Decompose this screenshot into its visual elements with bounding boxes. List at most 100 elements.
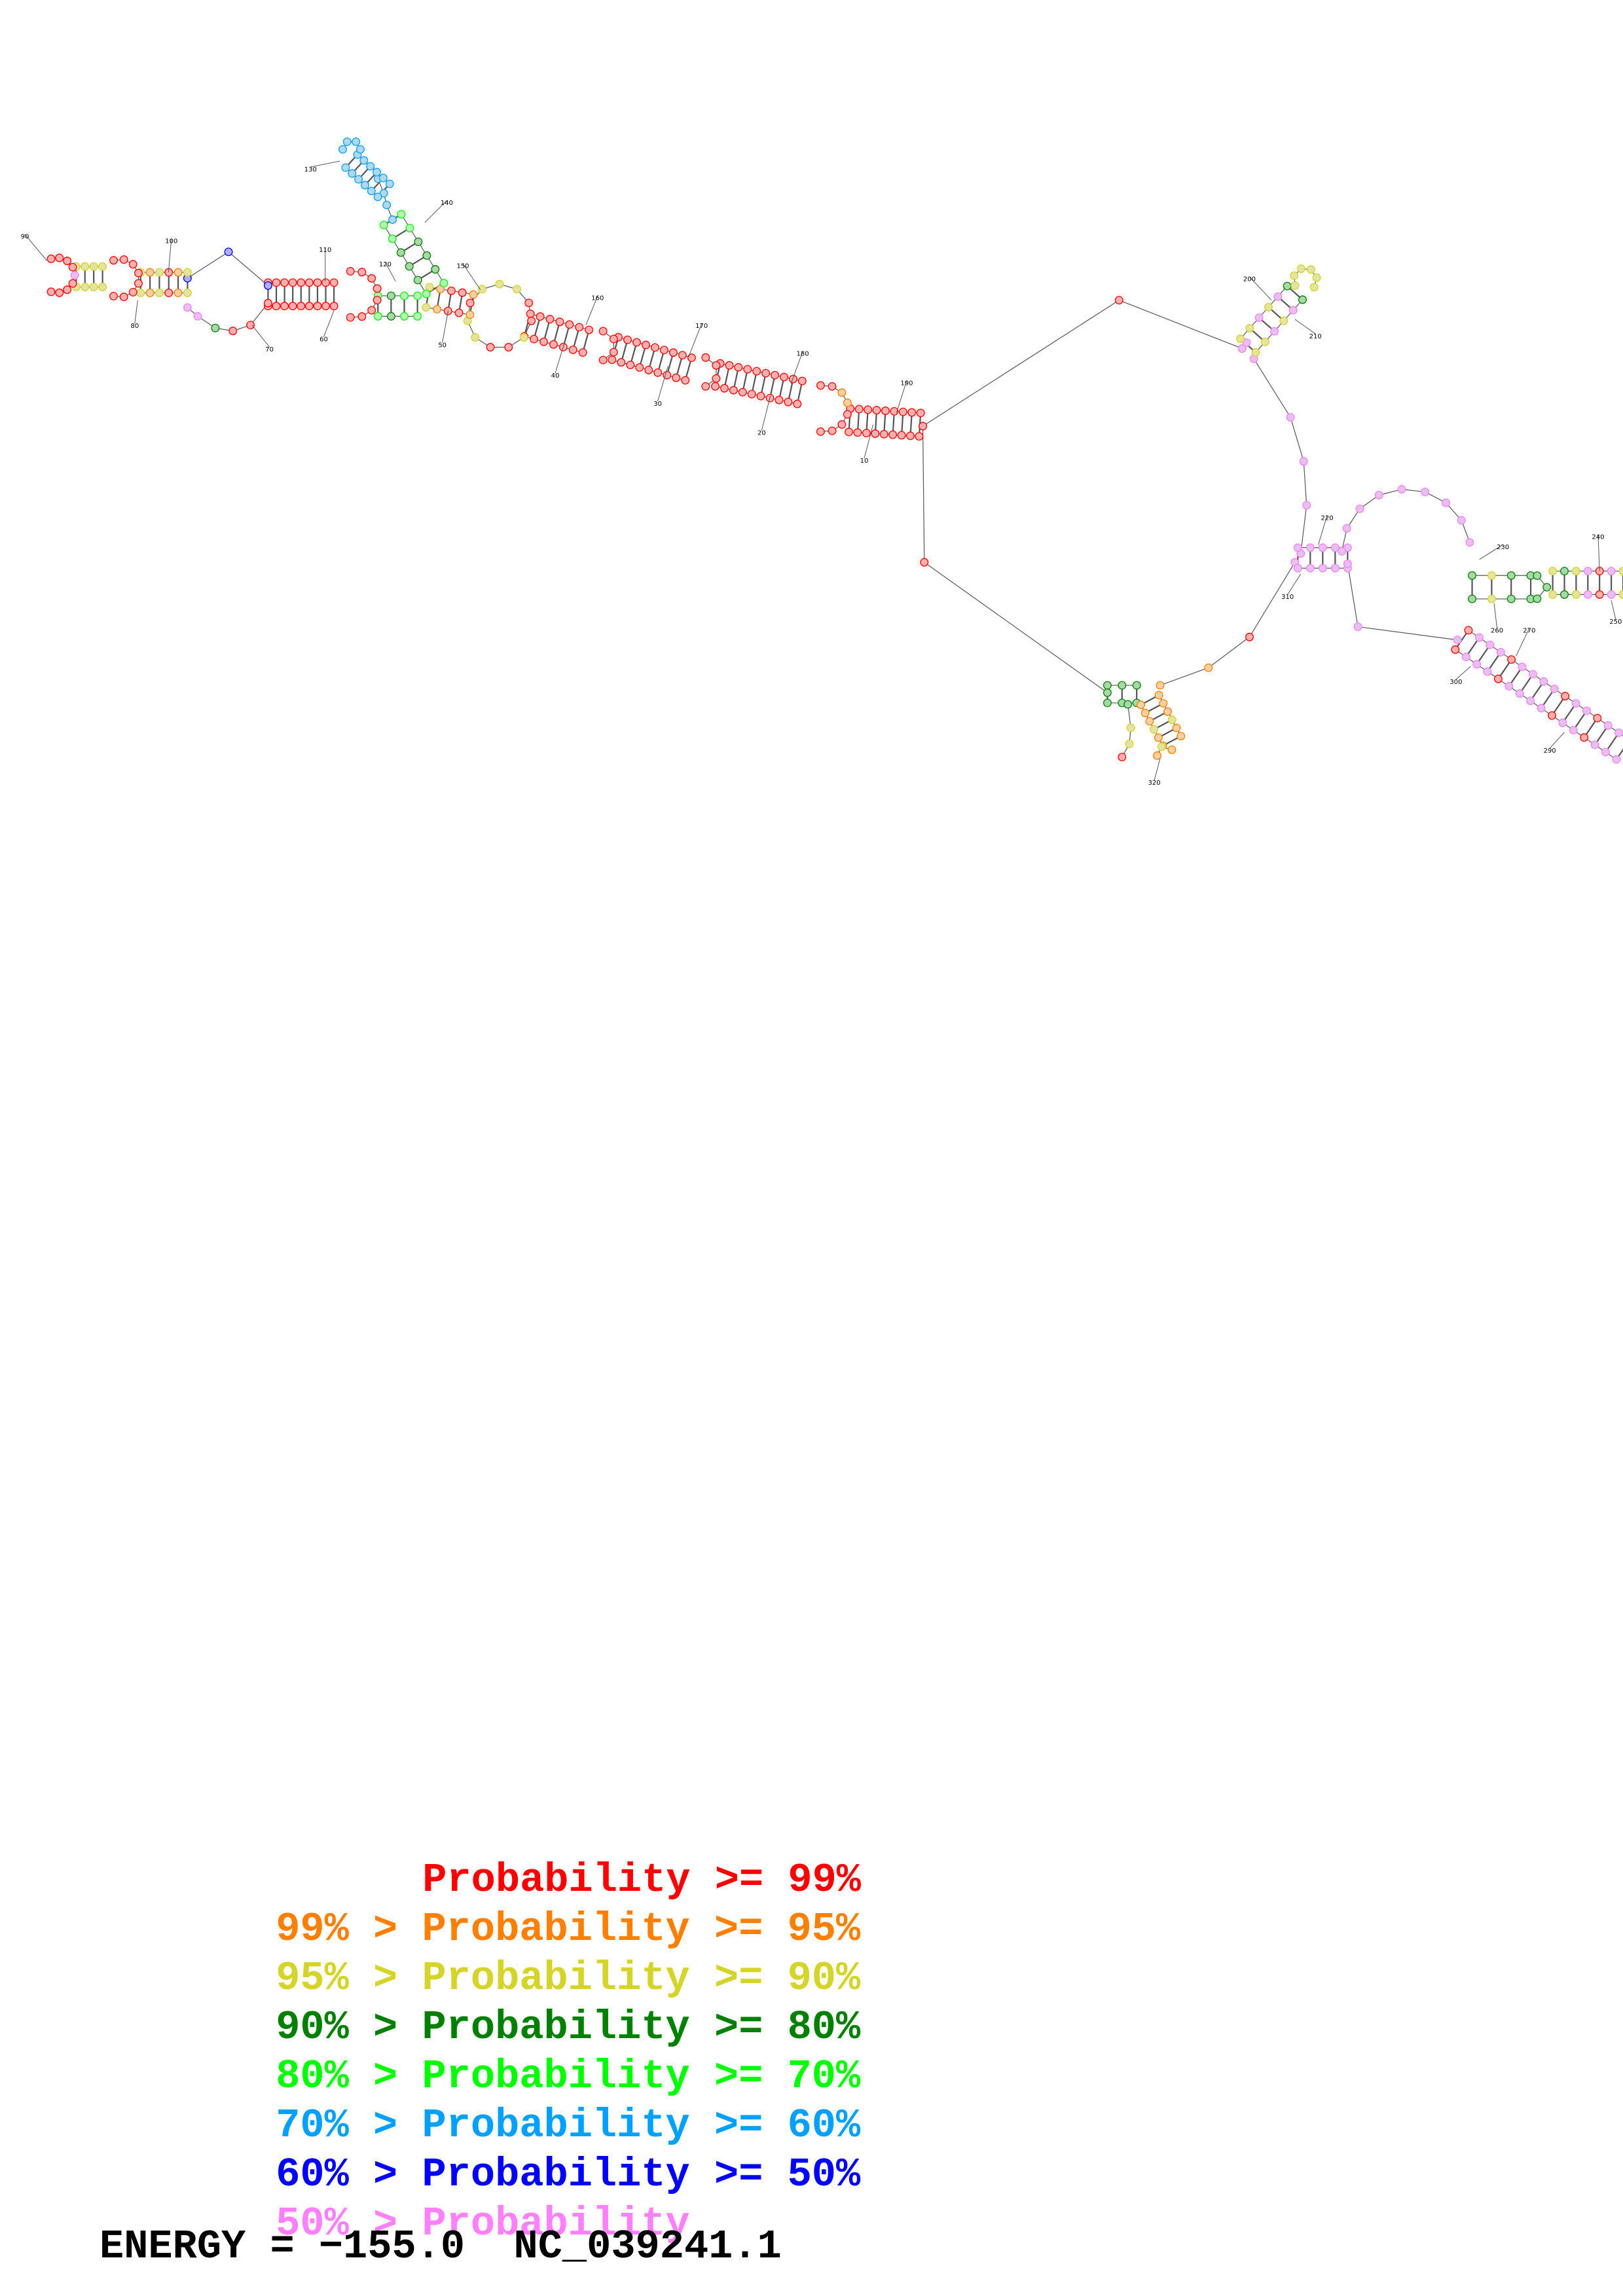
nucleotide bbox=[135, 269, 143, 277]
nucleotide bbox=[730, 386, 738, 394]
nucleotide bbox=[546, 315, 554, 323]
tick bbox=[1456, 666, 1470, 679]
nucleotide bbox=[725, 361, 733, 369]
nucleotide bbox=[882, 407, 890, 415]
nucleotide bbox=[702, 353, 710, 361]
legend-row-95: 99% > Probability >= 95% bbox=[100, 1869, 885, 1909]
nucleotide bbox=[1133, 681, 1140, 689]
nucleotide bbox=[1280, 317, 1288, 325]
backbone-segment bbox=[923, 300, 1120, 426]
nucleotide bbox=[1125, 740, 1133, 748]
position-label: 200 bbox=[1243, 276, 1256, 283]
nucleotide bbox=[838, 421, 846, 429]
nucleotide bbox=[374, 193, 382, 201]
nucleotide bbox=[610, 335, 617, 343]
nucleotide bbox=[1540, 677, 1548, 685]
nucleotide bbox=[306, 279, 314, 287]
nucleotide bbox=[790, 375, 797, 383]
nucleotide bbox=[368, 275, 376, 283]
nucleotide bbox=[1375, 492, 1383, 499]
nucleotide bbox=[889, 431, 897, 439]
nucleotide bbox=[505, 344, 513, 351]
nucleotide bbox=[1529, 670, 1537, 678]
nucleotide bbox=[1274, 293, 1282, 300]
position-label: 150 bbox=[456, 262, 469, 270]
nucleotide bbox=[405, 262, 413, 270]
nucleotide bbox=[1261, 338, 1269, 346]
nucleotide bbox=[1495, 675, 1503, 683]
nucleotide bbox=[184, 268, 192, 276]
nucleotide bbox=[1421, 488, 1429, 496]
position-label: 190 bbox=[900, 380, 913, 387]
nucleotide bbox=[627, 361, 634, 369]
position-labels: 1020304050607080901001101201301401501601… bbox=[21, 166, 1622, 787]
nucleotide bbox=[799, 377, 807, 385]
nucleotide bbox=[272, 279, 280, 287]
nucleotide bbox=[670, 349, 678, 357]
nucleotide bbox=[358, 268, 366, 276]
nucleotide bbox=[1607, 567, 1615, 575]
legend-row-80: 90% > Probability >= 80% bbox=[100, 1967, 885, 2007]
position-label: 20 bbox=[757, 429, 766, 437]
nucleotide bbox=[1252, 349, 1260, 357]
nucleotide bbox=[525, 299, 533, 307]
nucleotide bbox=[1307, 564, 1315, 572]
nucleotide bbox=[129, 260, 137, 268]
nucleotide bbox=[1507, 571, 1515, 579]
nucleotide bbox=[423, 252, 431, 260]
nucleotide bbox=[135, 279, 143, 287]
nucleotide bbox=[1124, 700, 1132, 708]
nucleotide bbox=[1533, 595, 1541, 603]
nucleotide bbox=[401, 312, 409, 320]
nucleotide bbox=[422, 304, 430, 312]
nucleotide bbox=[702, 383, 710, 391]
nucleotide bbox=[528, 317, 536, 325]
nucleotide bbox=[368, 306, 376, 314]
nucleotide bbox=[314, 279, 321, 287]
nucleotide bbox=[1118, 681, 1126, 689]
nucleotide bbox=[380, 221, 388, 229]
nucleotide bbox=[688, 354, 696, 362]
nucleotide bbox=[1488, 595, 1496, 603]
tick bbox=[1611, 600, 1616, 619]
nucleotide bbox=[1289, 306, 1297, 314]
position-label: 110 bbox=[319, 247, 331, 254]
nucleotide bbox=[1164, 708, 1172, 715]
legend-row-50: 60% > Probability >= 50% bbox=[100, 2114, 885, 2155]
nucleotide bbox=[373, 296, 381, 304]
position-label: 40 bbox=[551, 372, 560, 380]
nucleotide bbox=[1604, 722, 1612, 730]
nucleotide bbox=[1484, 668, 1491, 675]
nucleotide bbox=[383, 201, 391, 209]
nucleotide bbox=[1116, 296, 1123, 304]
nucleotide bbox=[744, 365, 752, 373]
nucleotide bbox=[346, 314, 354, 321]
nucleotide bbox=[272, 302, 280, 310]
nucleotide bbox=[828, 382, 836, 390]
nucleotide bbox=[838, 389, 846, 397]
nucleotide bbox=[466, 299, 474, 307]
nucleotide bbox=[712, 382, 720, 390]
position-label: 220 bbox=[1321, 514, 1334, 522]
nucleotide bbox=[360, 156, 368, 164]
nucleotide bbox=[1338, 547, 1346, 555]
nucleotide bbox=[1543, 583, 1551, 591]
position-label: 230 bbox=[1497, 544, 1509, 551]
nucleotide bbox=[1594, 714, 1601, 722]
nucleotide bbox=[1150, 726, 1158, 734]
tick bbox=[1288, 574, 1301, 594]
nucleotide bbox=[712, 375, 720, 383]
nucleotide bbox=[367, 162, 374, 170]
nucleotide bbox=[184, 304, 192, 312]
energy-line: ENERGY = −155.0 NC_039241.1 bbox=[100, 2227, 782, 2267]
nucleotide bbox=[1488, 571, 1496, 579]
position-label: 260 bbox=[1491, 628, 1503, 635]
nucleotide bbox=[721, 384, 729, 392]
nucleotide bbox=[414, 312, 422, 320]
nucleotide bbox=[753, 367, 761, 375]
legend-row-70: 80% > Probability >= 70% bbox=[100, 2016, 885, 2056]
backbone-segment bbox=[1119, 300, 1242, 349]
nucleotide bbox=[414, 292, 422, 300]
nucleotide bbox=[471, 334, 479, 342]
